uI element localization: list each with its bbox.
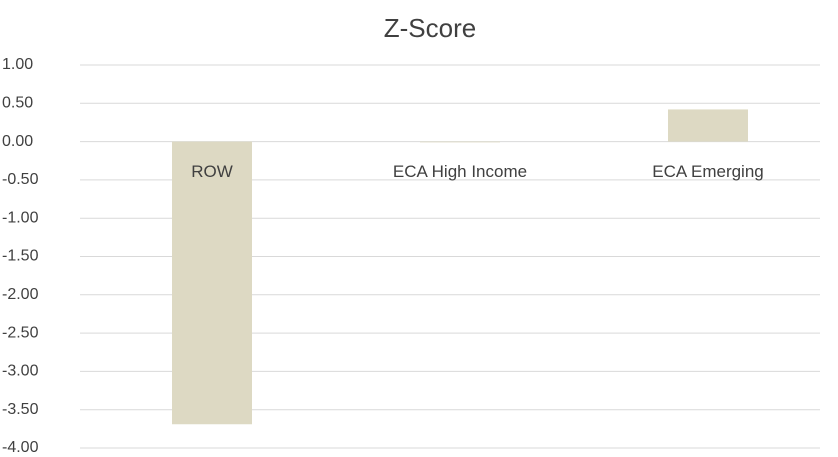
y-tick-label: 1.00	[2, 56, 33, 73]
x-tick-label: ECA Emerging	[652, 162, 764, 181]
y-tick-label: -1.00	[2, 209, 39, 226]
bar	[172, 141, 252, 425]
x-tick-label: ECA High Income	[393, 162, 527, 181]
y-tick-label: -3.50	[2, 401, 39, 418]
y-tick-label: -0.50	[2, 171, 39, 188]
y-tick-label: -3.00	[2, 363, 39, 380]
y-tick-label: -1.50	[2, 248, 39, 265]
y-tick-label: -2.50	[2, 324, 39, 341]
y-tick-label: 0.50	[2, 95, 33, 112]
bar	[668, 109, 748, 142]
chart-title: Z-Score	[384, 13, 476, 43]
y-tick-label: 0.00	[2, 133, 33, 150]
y-tick-label: -2.00	[2, 286, 39, 303]
x-tick-label: ROW	[191, 162, 233, 181]
bar	[420, 141, 500, 143]
y-tick-label: -4.00	[2, 439, 39, 456]
